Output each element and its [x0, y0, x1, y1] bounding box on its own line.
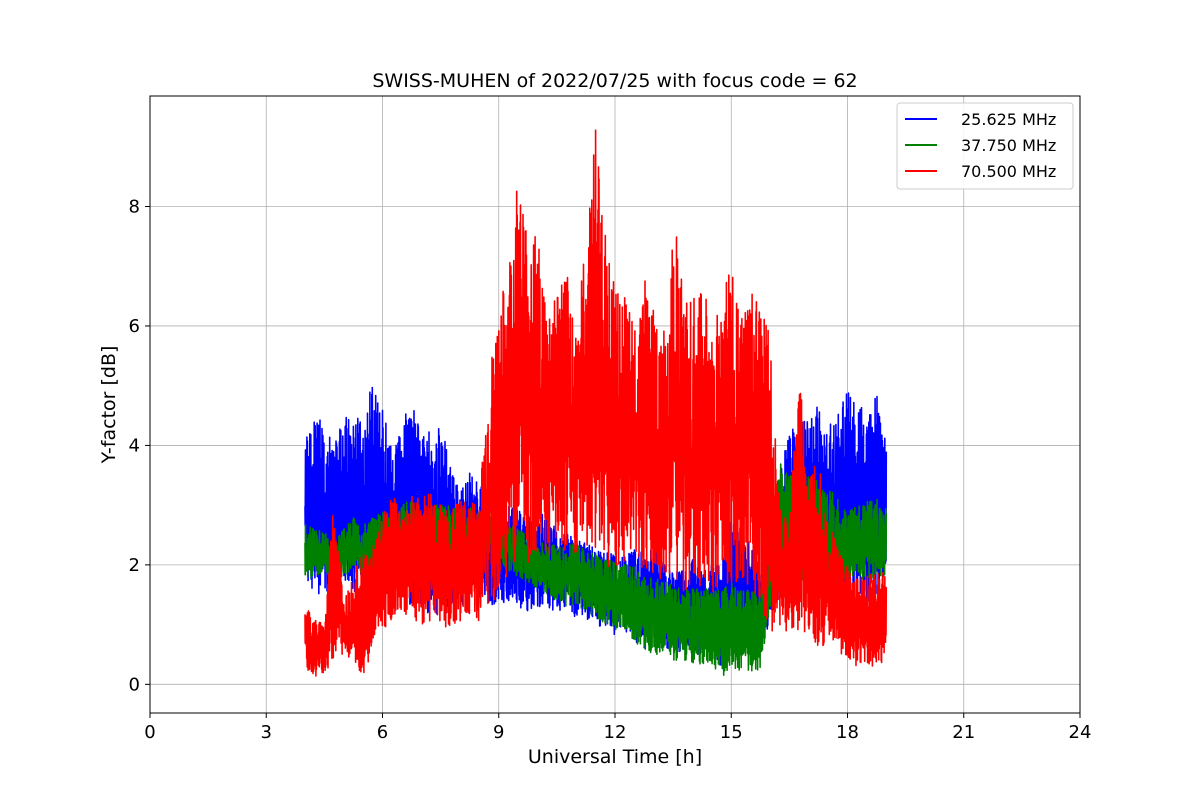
x-tick-label: 12	[604, 722, 627, 743]
x-axis-label: Universal Time [h]	[528, 746, 702, 768]
series-line	[304, 463, 888, 676]
legend-label: 25.625 MHz	[961, 110, 1056, 129]
x-tick-label: 0	[144, 722, 155, 743]
x-tick-label: 18	[836, 722, 859, 743]
legend-label: 70.500 MHz	[961, 162, 1056, 181]
y-tick-label: 0	[129, 674, 140, 695]
x-tick-label: 15	[720, 722, 743, 743]
x-tick-label: 21	[952, 722, 975, 743]
y-tick-label: 2	[129, 555, 140, 576]
y-tick-label: 4	[129, 435, 140, 456]
x-tick-label: 3	[261, 722, 272, 743]
y-tick-label: 6	[129, 316, 140, 337]
y-tick-label: 8	[129, 196, 140, 217]
plot-series	[304, 129, 888, 677]
legend-label: 37.750 MHz	[961, 136, 1056, 155]
legend-box	[896, 102, 1074, 190]
legend: 25.625 MHz 37.750 MHz 70.500 MHz	[896, 102, 1074, 190]
x-tick-label: 24	[1069, 722, 1092, 743]
x-tick-label: 6	[377, 722, 388, 743]
y-axis-label: Y-factor [dB]	[98, 346, 120, 465]
series-line	[304, 129, 888, 677]
chart-title: SWISS-MUHEN of 2022/07/25 with focus cod…	[372, 70, 857, 92]
x-tick-label: 9	[493, 722, 504, 743]
